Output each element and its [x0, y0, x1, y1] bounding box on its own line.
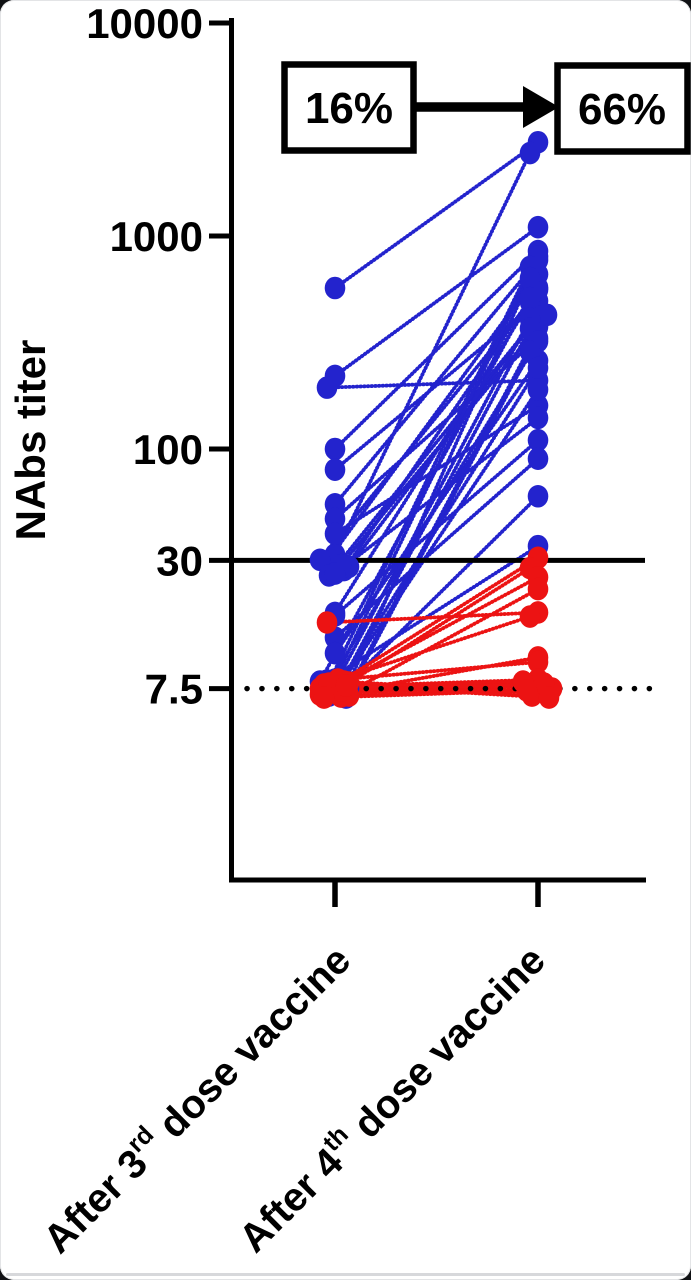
y-tick-label: 10000: [86, 0, 203, 47]
pair-lines-red: [318, 555, 554, 700]
pair-line: [327, 316, 532, 698]
data-point-after: [527, 447, 549, 471]
pair-lines-blue: [318, 140, 549, 700]
data-point-after: [519, 266, 541, 290]
y-tick-label: 30: [156, 537, 203, 584]
pair-line: [333, 140, 540, 290]
pair-line: [333, 249, 540, 451]
data-point-after: [519, 286, 541, 310]
percentage-annotation: 16% 66%: [281, 61, 691, 155]
data-point-before: [316, 376, 338, 399]
data-point-before: [316, 611, 338, 634]
data-point-before: [324, 458, 346, 481]
data-point-before: [324, 641, 346, 665]
pair-line: [325, 265, 532, 689]
data-point-after: [527, 356, 549, 380]
pct-box-after: [554, 62, 691, 155]
data-point-after: [527, 215, 549, 239]
y-tick-label: 7.5: [145, 666, 203, 713]
axes: 10000 1000 100 30 7.5: [86, 0, 646, 907]
data-point-after: [527, 378, 549, 401]
pair-line: [333, 387, 540, 695]
pair-line: [325, 610, 540, 625]
y-tick-label: 1000: [110, 213, 203, 260]
pair-line: [318, 296, 532, 684]
pair-line: [342, 494, 540, 690]
pair-line: [336, 366, 540, 688]
pair-line: [333, 258, 540, 507]
pair-line: [327, 314, 540, 578]
pair-line: [322, 339, 540, 693]
data-point-before: [324, 522, 346, 546]
data-point-before: [324, 276, 346, 300]
data-point-before: [335, 674, 357, 697]
data-point-after: [527, 406, 549, 430]
data-point-after: [519, 141, 541, 165]
pct-after-label: 66%: [578, 85, 666, 134]
data-point-after: [538, 686, 560, 709]
pct-box-before: [281, 61, 417, 154]
pct-before-label: 16%: [305, 84, 393, 133]
data-point-after: [519, 605, 541, 628]
pair-line: [339, 587, 540, 699]
page-bottom-divider: [6, 1273, 685, 1276]
pair-line: [333, 225, 540, 378]
data-point-after: [536, 303, 558, 327]
data-point-before: [324, 562, 346, 585]
data-points-red: [309, 546, 563, 709]
data-point-before: [313, 686, 335, 709]
y-axis-title: NAbs titer: [7, 339, 54, 541]
y-tick-label: 100: [133, 426, 203, 473]
pair-line: [336, 660, 540, 682]
data-point-after: [527, 577, 549, 601]
threshold-lines: [231, 557, 655, 692]
pair-line: [325, 544, 540, 683]
pair-line: [322, 614, 532, 687]
data-point-after: [527, 484, 549, 508]
data-point-after: [527, 428, 549, 452]
data-point-after: [527, 650, 549, 674]
arrow-head-icon: [523, 86, 559, 128]
data-point-after: [516, 679, 538, 702]
pair-line: [318, 555, 540, 697]
data-point-before: [324, 437, 346, 461]
